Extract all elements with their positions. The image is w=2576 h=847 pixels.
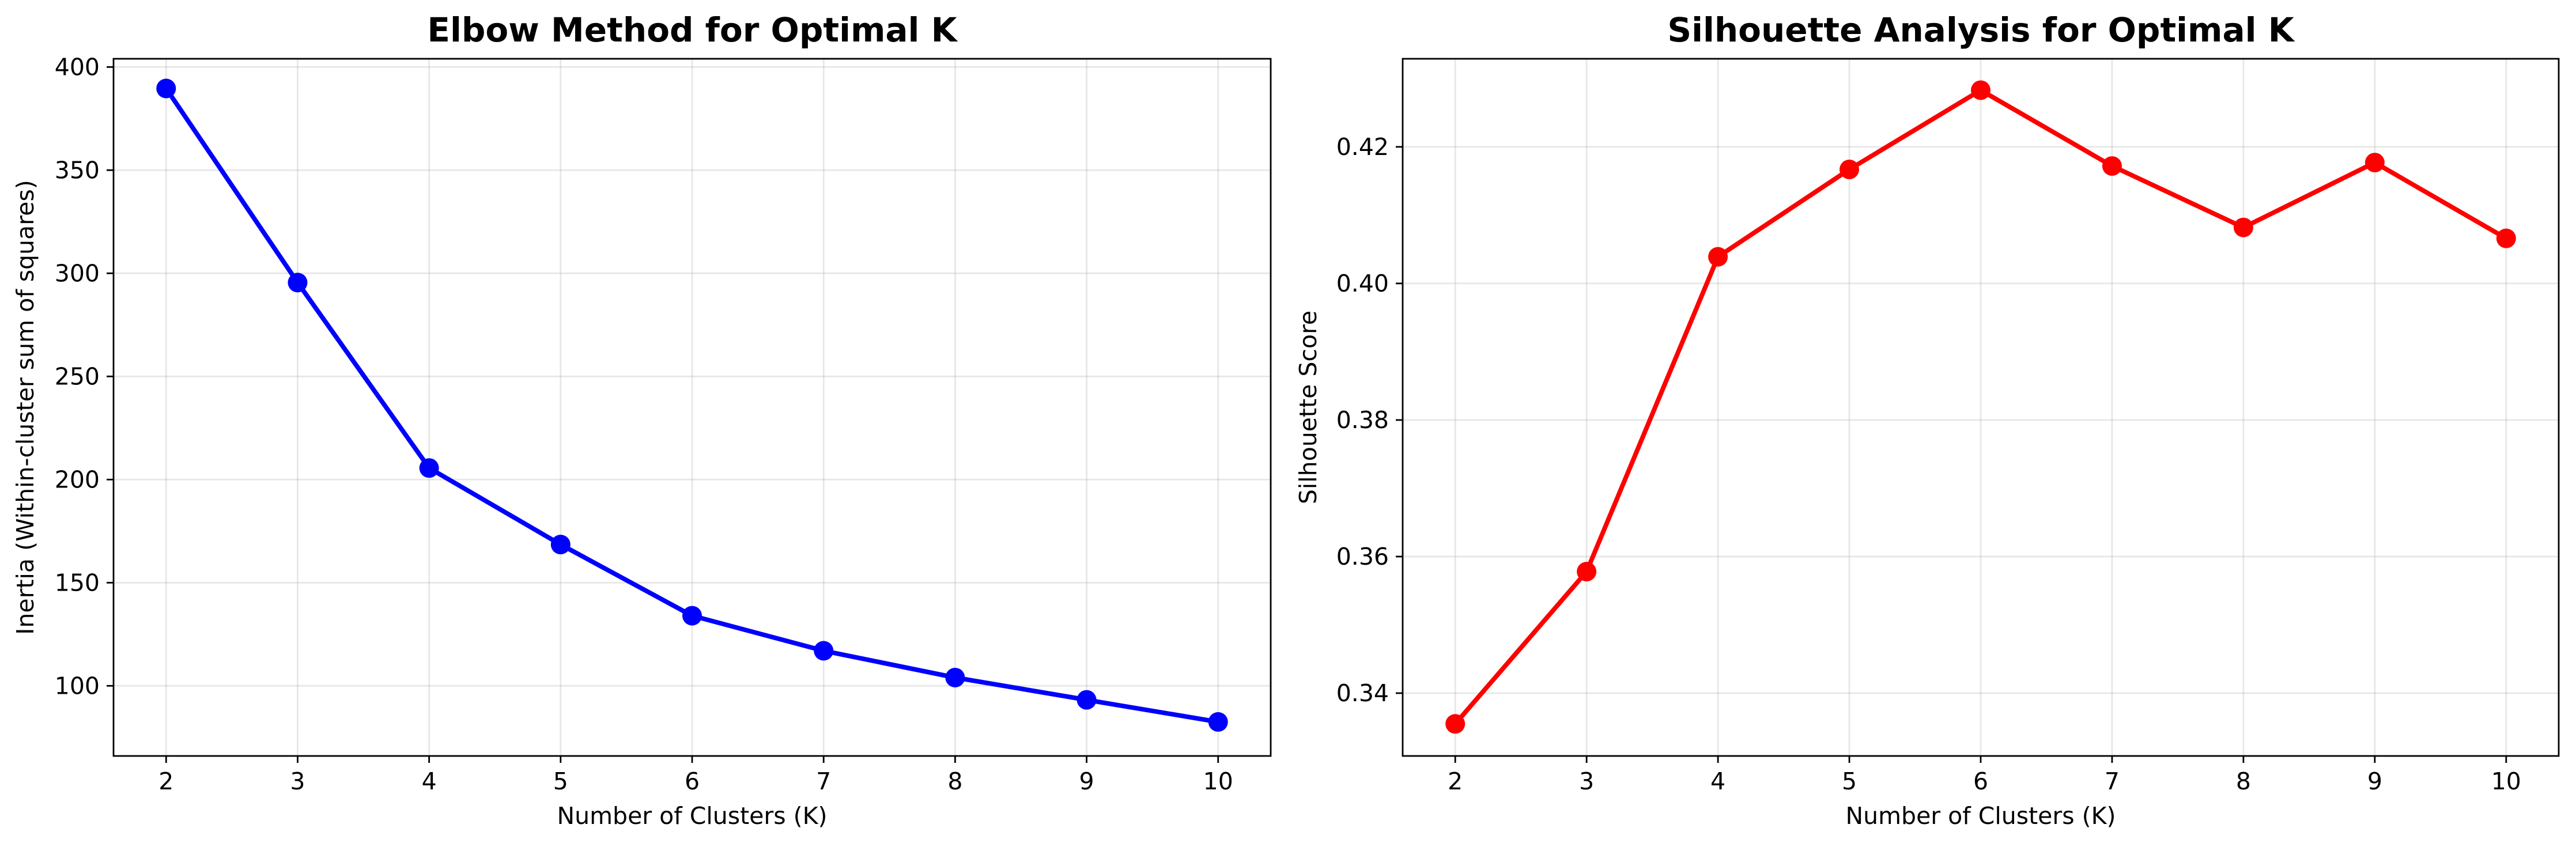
data-point: [1971, 80, 1990, 100]
y-tick-label: 300: [55, 259, 100, 287]
data-point: [1208, 712, 1228, 732]
data-point: [2233, 217, 2253, 237]
data-point: [419, 458, 439, 478]
data-point: [2496, 228, 2516, 248]
y-tick-label: 0.36: [1336, 543, 1389, 570]
x-tick-label: 9: [2367, 767, 2382, 795]
y-tick-label: 400: [55, 53, 100, 81]
y-tick-label: 100: [55, 672, 100, 699]
x-axis-label: Number of Clusters (K): [1845, 802, 2116, 830]
data-point: [1708, 247, 1728, 267]
x-tick-label: 8: [2236, 767, 2251, 795]
x-tick-label: 4: [422, 767, 437, 795]
x-tick-label: 6: [685, 767, 700, 795]
chart-title: Silhouette Analysis for Optimal K: [1667, 10, 2295, 50]
y-tick-label: 200: [55, 466, 100, 493]
x-tick-label: 6: [1973, 767, 1988, 795]
x-tick-label: 10: [1203, 767, 1233, 795]
ticks: 2 3 4 5 6 7 8 9 10 0.34 0.36 0.38 0.40 0.42: [1336, 133, 2521, 795]
plot-frame: [112, 58, 1272, 757]
x-tick-label: 2: [1448, 767, 1463, 795]
x-tick-label: 4: [1710, 767, 1725, 795]
x-tick-label: 2: [158, 767, 173, 795]
y-tick-label: 350: [55, 156, 100, 184]
y-axis-label: Silhouette Score: [1294, 311, 1322, 504]
x-tick-label: 5: [1842, 767, 1857, 795]
data-point: [1840, 159, 1860, 179]
x-axis-label: Number of Clusters (K): [557, 802, 827, 830]
x-tick-label: 3: [290, 767, 305, 795]
x-tick-label: 5: [553, 767, 568, 795]
data-point: [288, 273, 308, 293]
data-point: [945, 667, 965, 687]
x-tick-label: 9: [1079, 767, 1094, 795]
x-tick-label: 7: [2105, 767, 2120, 795]
y-tick-label: 0.40: [1336, 270, 1389, 297]
data-point: [1077, 690, 1097, 710]
data-point: [1577, 562, 1597, 582]
y-tick-label: 250: [55, 362, 100, 390]
ticks: 2 3 4 5 6 7 8 9 10 100 150 200 250 300 350 400: [55, 53, 1233, 795]
y-axis-label: Inertia (Within-cluster sum of squares): [12, 180, 39, 634]
y-tick-label: 0.38: [1336, 406, 1389, 434]
chart-title: Elbow Method for Optimal K: [427, 10, 958, 50]
grid: [114, 59, 1271, 756]
y-tick-label: 0.34: [1336, 679, 1389, 707]
data-point: [814, 641, 834, 661]
y-tick-label: 0.42: [1336, 133, 1389, 161]
data-point: [2365, 153, 2385, 173]
elbow-chart: Elbow Method for Optimal K Number of Clu…: [12, 10, 1272, 830]
data-point: [550, 535, 571, 555]
plot-frame: [1402, 58, 2560, 757]
x-tick-label: 10: [2491, 767, 2521, 795]
grid: [1403, 59, 2559, 756]
silhouette-chart: Silhouette Analysis for Optimal K Number…: [1294, 10, 2560, 830]
data-point: [682, 606, 702, 626]
x-tick-label: 7: [816, 767, 831, 795]
x-tick-label: 8: [947, 767, 962, 795]
y-tick-label: 150: [55, 569, 100, 596]
data-point: [2102, 156, 2122, 176]
data-point: [1445, 714, 1465, 734]
data-point: [156, 78, 176, 99]
x-tick-label: 3: [1579, 767, 1594, 795]
